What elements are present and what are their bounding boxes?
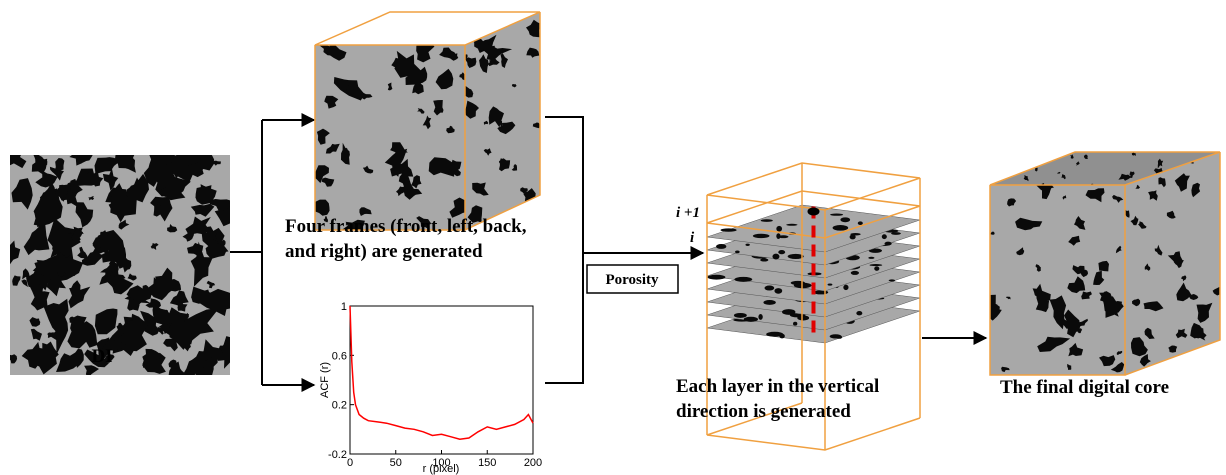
pore bbox=[882, 234, 887, 239]
pore bbox=[830, 334, 842, 338]
x-axis-label: r (pixel) bbox=[423, 463, 460, 475]
pore bbox=[772, 254, 779, 260]
pore bbox=[891, 232, 901, 235]
layers-caption: direction is generated bbox=[676, 401, 851, 422]
pore bbox=[779, 334, 785, 339]
y-tick-label: 0.2 bbox=[332, 400, 347, 412]
pore bbox=[734, 277, 752, 282]
connector bbox=[230, 120, 262, 385]
pore bbox=[774, 288, 782, 294]
x-tick-label: 50 bbox=[390, 457, 402, 469]
layer-label: i bbox=[690, 230, 695, 246]
pore bbox=[828, 284, 833, 286]
pore bbox=[782, 309, 795, 315]
pore bbox=[858, 221, 863, 225]
plot-frame bbox=[350, 306, 533, 454]
pore bbox=[995, 169, 1003, 174]
pore bbox=[1051, 154, 1053, 156]
pore bbox=[840, 217, 850, 222]
pore bbox=[734, 313, 747, 318]
pore bbox=[850, 233, 860, 236]
layers-caption: Each layer in the vertical bbox=[676, 376, 879, 397]
pore bbox=[735, 251, 740, 254]
pore bbox=[758, 314, 762, 320]
pore bbox=[716, 244, 726, 249]
pore bbox=[744, 317, 758, 322]
pore bbox=[870, 264, 883, 266]
pore bbox=[843, 285, 848, 290]
seed-point bbox=[808, 208, 820, 216]
x-tick-label: 0 bbox=[347, 457, 353, 469]
y-axis-label: ACF (r) bbox=[319, 362, 331, 398]
pore bbox=[884, 242, 891, 246]
pore bbox=[830, 213, 843, 215]
pore bbox=[889, 279, 896, 281]
pore bbox=[1036, 152, 1042, 157]
pore bbox=[1012, 164, 1015, 167]
pore bbox=[868, 257, 874, 259]
pore bbox=[753, 234, 770, 238]
pore bbox=[721, 228, 737, 231]
pore bbox=[765, 286, 775, 291]
pore bbox=[745, 244, 749, 246]
box-edge bbox=[707, 163, 920, 210]
pore bbox=[1098, 261, 1109, 272]
pore bbox=[760, 258, 768, 261]
frames-caption: and right) are generated bbox=[285, 241, 483, 262]
y-tick-label: 1 bbox=[341, 301, 347, 313]
connector bbox=[545, 117, 583, 383]
pore bbox=[127, 299, 139, 311]
pore bbox=[761, 219, 773, 222]
porosity-label: Porosity bbox=[605, 272, 659, 288]
pore bbox=[776, 233, 780, 239]
pore bbox=[776, 226, 782, 232]
pore bbox=[1181, 370, 1188, 375]
pore bbox=[874, 266, 879, 271]
pore bbox=[1178, 365, 1187, 379]
pore bbox=[851, 271, 859, 275]
pore bbox=[763, 300, 775, 305]
frames-caption: Four frames (front, left, back, bbox=[285, 216, 527, 237]
x-tick-label: 150 bbox=[478, 457, 496, 469]
pore bbox=[1052, 152, 1058, 158]
pore bbox=[778, 250, 785, 254]
x-tick-label: 200 bbox=[524, 457, 542, 469]
pore bbox=[793, 322, 797, 326]
pore bbox=[856, 311, 862, 315]
layer-label: i +1 bbox=[676, 205, 700, 221]
diagram: DI Four frames (front, left, back, and r… bbox=[0, 0, 1226, 475]
final-front bbox=[990, 185, 1125, 375]
y-tick-label: 0.6 bbox=[332, 350, 347, 362]
pore bbox=[786, 224, 797, 226]
y-tick-label: -0.2 bbox=[328, 449, 347, 461]
pore bbox=[833, 225, 849, 231]
pore bbox=[707, 275, 725, 280]
page: {"di_label": "DI", "frames_caption": ["F… bbox=[0, 0, 1226, 475]
final-caption: The final digital core bbox=[1000, 377, 1169, 398]
di-label: DI bbox=[91, 346, 112, 367]
cube-front bbox=[315, 45, 465, 230]
